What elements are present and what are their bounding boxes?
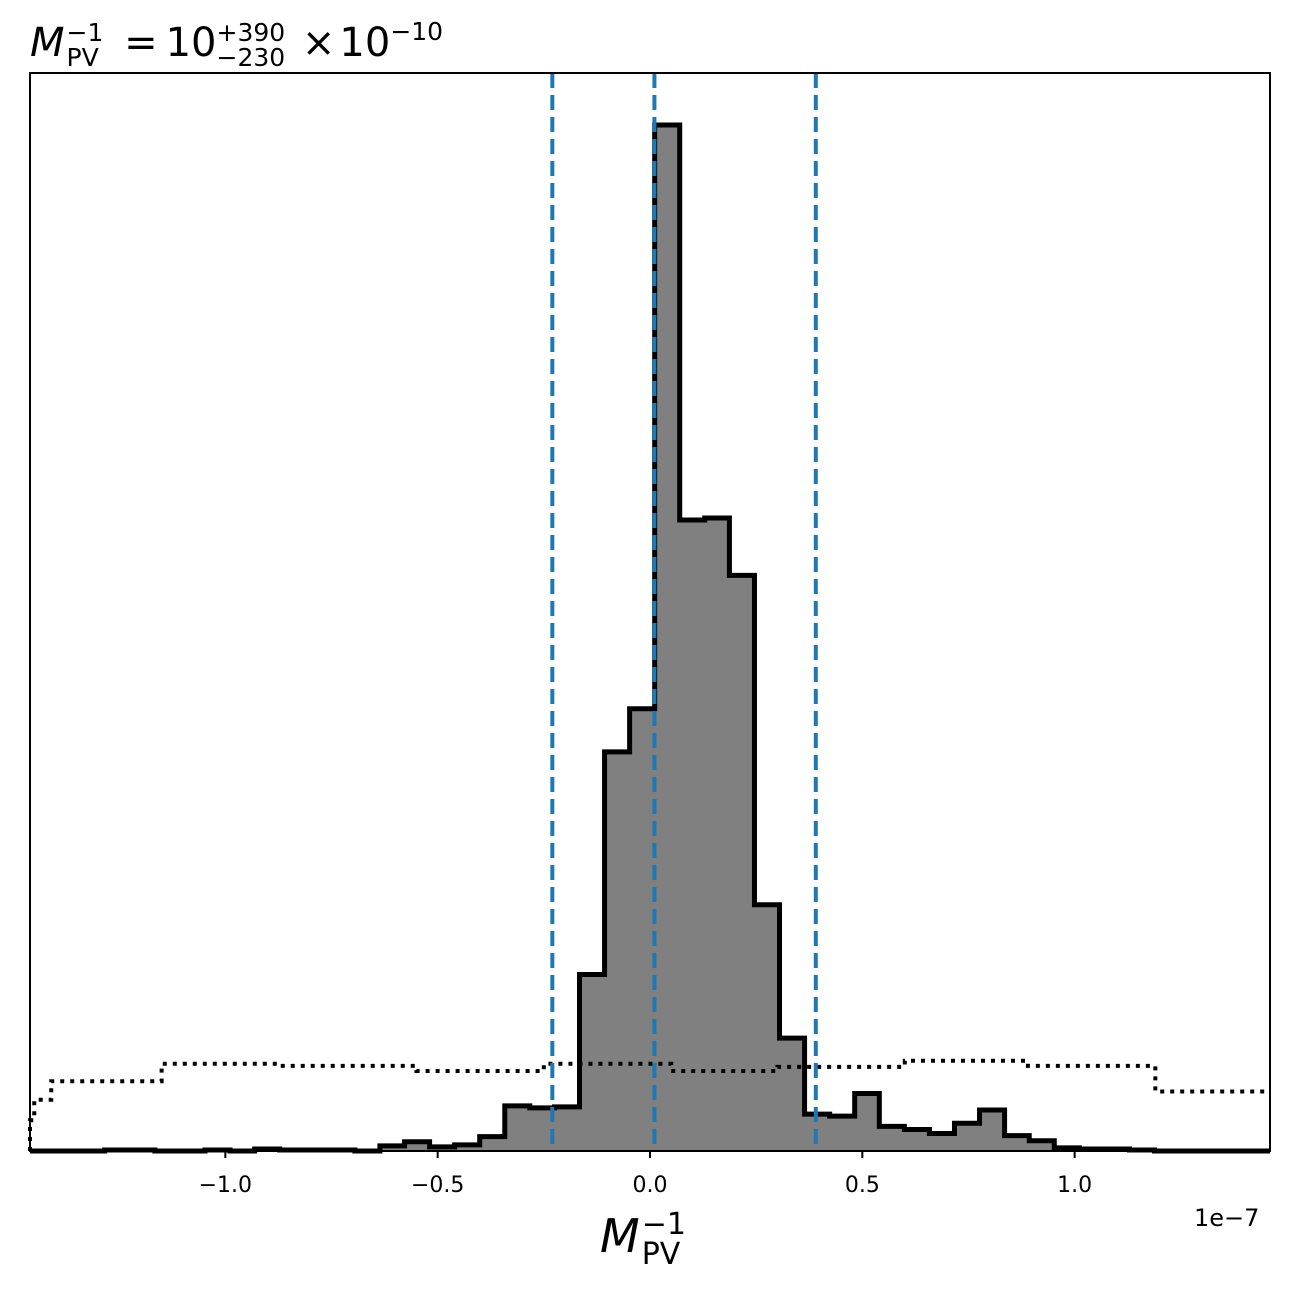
posterior-bar — [1004, 1135, 1030, 1151]
title-median: 10 — [165, 20, 217, 66]
posterior-bar — [379, 1145, 406, 1151]
posterior-histogram — [30, 122, 1270, 1154]
posterior-bar — [504, 1105, 531, 1151]
posterior-bar — [954, 1123, 981, 1151]
posterior-bar — [479, 1136, 506, 1151]
title-lower-error: −230 — [216, 43, 286, 72]
posterior-bar — [679, 520, 706, 1151]
title-times: × — [301, 20, 336, 66]
title-multiplier-base: 10 — [339, 20, 391, 66]
title-equals: = — [124, 20, 158, 66]
posterior-bar — [704, 517, 730, 1151]
posterior-bar — [779, 1038, 806, 1151]
posterior-bar — [929, 1133, 955, 1151]
posterior-bar — [904, 1129, 930, 1151]
title-multiplier-exp: −10 — [390, 17, 444, 46]
x-axis-label-symbol: M — [600, 1209, 640, 1263]
x-axis-ticks: −1.0 −0.5 0.0 0.5 1.0 — [199, 1151, 1092, 1198]
posterior-bar — [604, 751, 631, 1151]
posterior-bar — [829, 1116, 856, 1151]
chart-title: M −1 PV = 10 +390 −230 × 10−10 — [30, 6, 443, 70]
title-symbol-sup: −1 — [66, 18, 104, 47]
posterior-bar — [979, 1109, 1006, 1151]
x-tick-label: −1.0 — [199, 1173, 252, 1198]
posterior-bar — [654, 125, 681, 1151]
x-tick-label: 0.5 — [845, 1173, 880, 1198]
title-upper-error: +390 — [216, 18, 286, 47]
x-axis-label-sup: −1 — [641, 1206, 686, 1242]
posterior-bar — [754, 904, 781, 1151]
posterior-bar — [454, 1144, 481, 1151]
x-tick-label: 1.0 — [1057, 1173, 1092, 1198]
prior-outline — [28, 1058, 1270, 1151]
x-axis-offset-text: 1e−7 — [1194, 1204, 1260, 1232]
posterior-bar — [629, 708, 656, 1151]
prior-histogram — [28, 1058, 1270, 1151]
posterior-bar — [404, 1141, 431, 1151]
posterior-bar — [879, 1126, 905, 1151]
posterior-bar — [554, 1106, 581, 1151]
posterior-bar — [854, 1093, 880, 1151]
quantile-lines — [550, 73, 818, 1151]
posterior-bar — [1029, 1140, 1055, 1151]
title-symbol-sub: PV — [66, 43, 99, 72]
posterior-bar — [729, 575, 755, 1151]
title-symbol: M — [30, 20, 65, 66]
x-axis-label: M −1 PV — [600, 1208, 686, 1270]
x-tick-label: 0.0 — [633, 1173, 668, 1198]
x-axis-label-sub: PV — [641, 1236, 681, 1272]
x-tick-label: −0.5 — [411, 1173, 464, 1198]
